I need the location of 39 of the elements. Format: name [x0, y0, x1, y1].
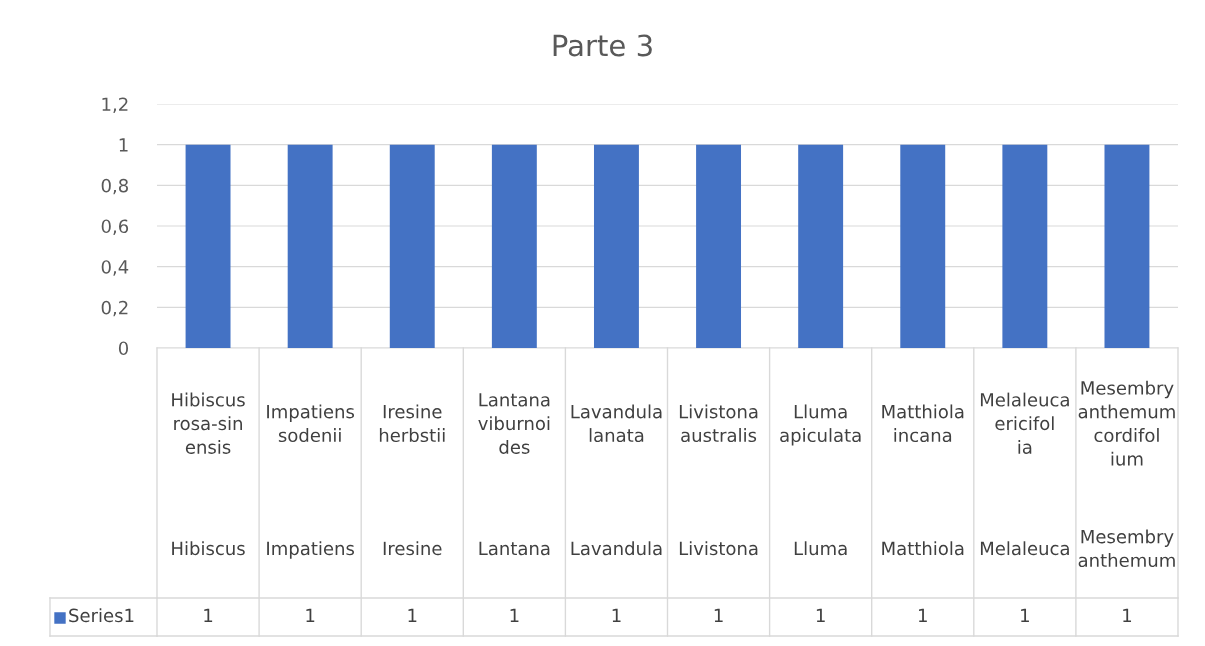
text: Matthiola: [882, 541, 964, 556]
data-label: 1: [816, 608, 825, 622]
text: Mesembryanthemum: [1078, 529, 1175, 568]
x-tick-label: Impatiens sodenii: [267, 404, 355, 443]
y-tick-label: 0: [118, 341, 129, 356]
x-tick-label: Livistona australis: [679, 404, 758, 443]
data-label: 1: [1123, 608, 1132, 622]
x-tick-label: Melaleuca ericifolia: [980, 392, 1069, 454]
data-label: 1: [408, 608, 417, 622]
x-tick-label: Iresine herbstii: [379, 404, 445, 443]
chart-title: Parte 3: [553, 34, 652, 57]
data-label: 1: [714, 608, 723, 622]
data-label: 1: [510, 608, 519, 622]
data-label: 1: [918, 608, 927, 622]
x-tick-label: Matthiola incana: [882, 404, 964, 443]
y-tick-label: 0,6: [101, 219, 129, 235]
x-tick-label: Lluma apiculata: [780, 404, 861, 446]
y-tick-label: 1,2: [102, 97, 128, 113]
text: Melaleuca: [980, 541, 1069, 556]
x-tick-label: Lavandula lanata: [571, 404, 662, 443]
text: Lavandula: [571, 541, 662, 556]
text: Lluma: [794, 541, 847, 556]
text: Lantana: [479, 541, 550, 556]
x-tick-label: Lantana viburnoides: [478, 393, 550, 454]
y-tick-label: 0,4: [101, 260, 129, 276]
text: Hibiscus: [172, 541, 245, 556]
data-label: 1: [306, 608, 315, 622]
text: Livistona: [679, 541, 758, 556]
y-tick-label: 0,8: [101, 178, 128, 195]
data-label: 1: [1021, 608, 1029, 622]
y-tick-label: 0,2: [101, 300, 128, 317]
y-tick-label: 1: [119, 138, 128, 152]
x-tick-label: Hibiscus rosa-sinensis: [172, 392, 245, 454]
legend-label: Series1: [69, 608, 134, 623]
data-label: 1: [612, 608, 621, 622]
text: Iresine: [383, 541, 442, 556]
x-tick-label: Mesembryanthemum cordifolium: [1078, 380, 1175, 466]
text: Impatiens: [267, 541, 355, 559]
data-label: 1: [204, 608, 213, 622]
